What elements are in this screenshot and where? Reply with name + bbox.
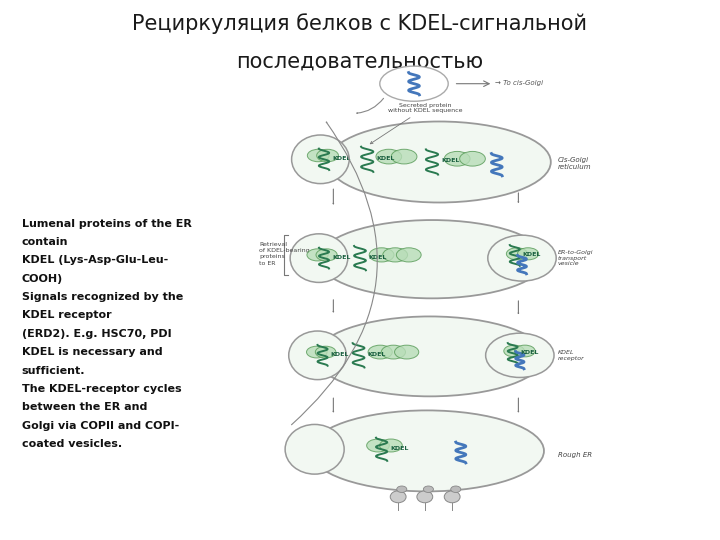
Text: Retrieval
of KDEL-bearing
proteins
to ER: Retrieval of KDEL-bearing proteins to ER [259,242,310,266]
Text: KDEL receptor: KDEL receptor [22,310,111,321]
Text: ER-to-Golgi
transport
vesicle: ER-to-Golgi transport vesicle [558,250,593,266]
Ellipse shape [290,234,348,282]
Ellipse shape [444,151,470,166]
Text: → To cis-Golgi: → To cis-Golgi [495,79,544,86]
FancyArrowPatch shape [292,122,377,425]
Ellipse shape [315,316,544,396]
Ellipse shape [316,249,337,261]
Ellipse shape [396,248,421,262]
Ellipse shape [319,220,546,298]
Text: KDEL: KDEL [367,352,386,357]
Text: KDEL: KDEL [441,158,459,164]
Ellipse shape [515,345,535,357]
Text: sufficient.: sufficient. [22,366,85,376]
Ellipse shape [486,333,554,377]
Text: KDEL: KDEL [332,254,351,260]
Ellipse shape [488,235,557,281]
Ellipse shape [328,122,551,202]
Text: KDEL (Lys-Asp-Glu-Leu-: KDEL (Lys-Asp-Glu-Leu- [22,255,168,266]
Text: Signals recognized by the: Signals recognized by the [22,292,183,302]
Ellipse shape [380,66,448,102]
Ellipse shape [307,249,328,261]
Ellipse shape [310,410,544,491]
Ellipse shape [382,345,405,359]
Text: Rough ER: Rough ER [558,451,592,458]
Text: KDEL: KDEL [330,352,349,357]
Ellipse shape [376,149,402,164]
Ellipse shape [395,345,419,359]
Text: Secreted protein
without KDEL sequence: Secreted protein without KDEL sequence [370,103,462,144]
Ellipse shape [317,149,338,162]
Ellipse shape [423,486,433,492]
Ellipse shape [518,248,539,260]
Text: KDEL: KDEL [523,252,541,257]
Ellipse shape [368,345,392,359]
Ellipse shape [506,248,528,260]
Ellipse shape [504,345,524,357]
Text: between the ER and: between the ER and [22,402,147,413]
Ellipse shape [459,151,485,166]
Ellipse shape [315,346,336,358]
Ellipse shape [451,486,461,492]
Text: COOH): COOH) [22,274,63,284]
Text: KDEL: KDEL [376,156,395,161]
Text: The KDEL-receptor cycles: The KDEL-receptor cycles [22,384,181,394]
FancyArrowPatch shape [357,98,384,113]
Ellipse shape [397,486,407,492]
Ellipse shape [289,331,346,380]
Text: KDEL: KDEL [369,254,387,260]
Text: KDEL: KDEL [332,156,351,161]
Ellipse shape [292,135,349,184]
Ellipse shape [379,439,402,452]
Text: Golgi via COPII and COPI-: Golgi via COPII and COPI- [22,421,179,431]
Text: Lumenal proteins of the ER: Lumenal proteins of the ER [22,219,192,229]
Ellipse shape [285,424,344,474]
Text: KDEL: KDEL [390,446,408,451]
Ellipse shape [390,491,406,503]
Ellipse shape [391,149,417,164]
Ellipse shape [366,439,390,452]
Text: KDEL is necessary and: KDEL is necessary and [22,347,162,357]
Text: Cis-Golgi
reticulum: Cis-Golgi reticulum [558,157,592,170]
Text: coated vesicles.: coated vesicles. [22,439,122,449]
Ellipse shape [383,248,408,262]
Text: Рециркуляция белков с KDEL-сигнальной: Рециркуляция белков с KDEL-сигнальной [132,14,588,35]
Text: KDEL
receptor: KDEL receptor [558,350,585,361]
Text: KDEL: KDEL [521,349,539,355]
Ellipse shape [369,248,394,262]
Text: contain: contain [22,237,68,247]
Ellipse shape [417,491,433,503]
Text: последовательностью: последовательностью [236,51,484,71]
Ellipse shape [307,346,327,358]
Ellipse shape [444,491,460,503]
Ellipse shape [307,149,329,162]
Text: (ERD2). E.g. HSC70, PDI: (ERD2). E.g. HSC70, PDI [22,329,171,339]
